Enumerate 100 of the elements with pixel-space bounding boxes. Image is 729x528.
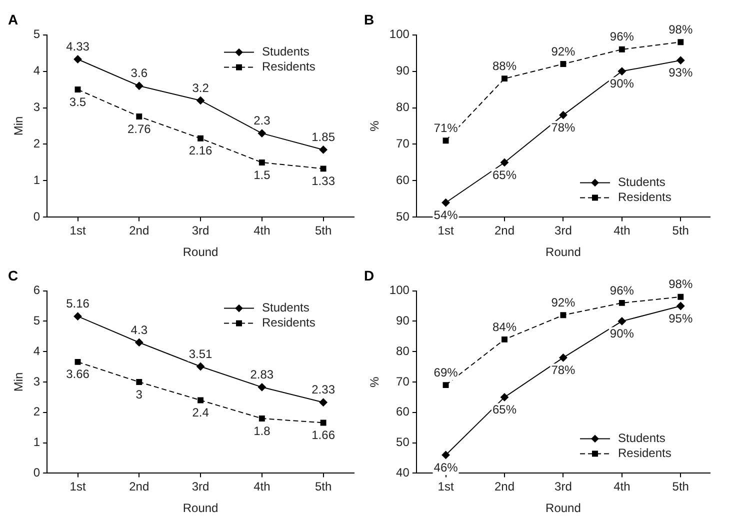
point [678,39,684,46]
x-tick-label: 3rd [192,224,210,238]
y-tick-label: 3 [33,100,40,114]
data-label: 1.8 [254,424,271,438]
x-tick-label: 5th [314,224,332,238]
point [136,379,142,385]
y-tick-label: 4 [33,64,40,78]
chart-title: D [364,267,374,284]
legend-label: Residents [262,316,316,330]
y-axis-title: Min [12,116,26,136]
data-label: 1.33 [312,174,336,188]
y-tick-label: 2 [33,136,40,151]
x-tick-label: 1st [438,480,454,494]
data-label: 1.5 [254,168,271,182]
data-label: 2.83 [250,367,274,382]
data-label: 3.5 [69,94,86,109]
x-axis-title: Round [182,501,218,516]
x-tick-label: 2nd [129,224,150,238]
data-label: 5.16 [66,296,90,311]
point [196,96,205,104]
data-label: 2.3 [254,114,271,128]
x-tick-label: 2nd [494,224,515,238]
y-tick-label: 50 [396,435,410,450]
x-tick-label: 4th [254,480,270,494]
y-tick-label: 40 [396,466,410,480]
y-axis-title: % [368,120,382,132]
y-tick-label: 6 [33,283,40,298]
legend-label: Students [618,175,666,190]
data-label: 2.16 [188,144,213,158]
data-label: 3.6 [130,66,148,80]
point [502,76,508,82]
point [198,397,204,404]
y-tick-label: 100 [389,27,410,42]
point [678,294,684,300]
point [502,336,508,342]
point [560,61,566,67]
point [258,383,266,392]
legend-label: Residents [618,446,672,460]
y-tick-label: 0 [33,210,40,224]
point [500,158,508,166]
data-label: 69% [434,365,458,380]
y-tick-label: 80 [396,100,410,114]
data-label: 90% [610,76,634,91]
point [258,129,266,138]
y-tick-label: 70 [396,136,410,151]
y-axis-title: % [368,376,382,388]
data-label: 71% [434,120,458,135]
point [618,67,626,76]
data-label: 3.51 [188,346,213,361]
point [560,312,566,318]
chart-title: B [364,11,374,28]
point [258,160,265,166]
y-tick-label: 5 [33,314,40,328]
point [618,300,625,306]
data-label: 78% [551,362,576,377]
y-tick-label: 90 [396,314,410,328]
y-tick-label: 5 [33,27,40,42]
point [442,198,450,207]
point [74,86,81,92]
x-tick-label: 5th [314,480,332,494]
chart-title: A [8,11,18,28]
data-label: 88% [492,58,517,73]
data-label: 54% [434,208,458,222]
data-label: 4.33 [66,40,90,54]
y-tick-label: 90 [396,64,410,78]
x-tick-label: 5th [672,224,689,238]
data-label: 65% [492,402,517,417]
data-label: 46% [434,460,458,474]
x-tick-label: 4th [614,224,630,238]
y-tick-label: 50 [396,210,410,224]
point [198,135,204,142]
point [136,114,142,120]
point [74,312,82,320]
x-tick-label: 3rd [192,480,210,494]
data-label: 90% [610,326,634,341]
point [676,302,685,310]
point [320,420,326,426]
x-tick-label: 3rd [554,224,572,238]
x-axis-title: Round [182,245,218,260]
x-tick-label: 2nd [129,480,150,494]
y-tick-label: 1 [33,435,40,450]
x-tick-label: 5th [672,480,689,494]
point [442,450,450,459]
x-tick-label: 3rd [554,480,572,494]
data-label: 3.66 [66,367,90,382]
y-tick-label: 60 [396,173,410,188]
x-tick-label: 2nd [494,480,515,494]
y-tick-label: 80 [396,344,410,358]
legend-label: Residents [262,60,316,74]
y-tick-label: 70 [396,374,410,388]
data-label: 96% [610,283,634,298]
legend-label: Students [262,300,310,315]
data-label: 98% [668,277,693,292]
x-axis-title: Round [546,501,581,516]
data-label: 1.85 [312,130,336,144]
point [676,56,685,64]
point [500,393,508,402]
data-label: 96% [610,30,634,44]
point [442,138,449,144]
point [135,338,144,346]
